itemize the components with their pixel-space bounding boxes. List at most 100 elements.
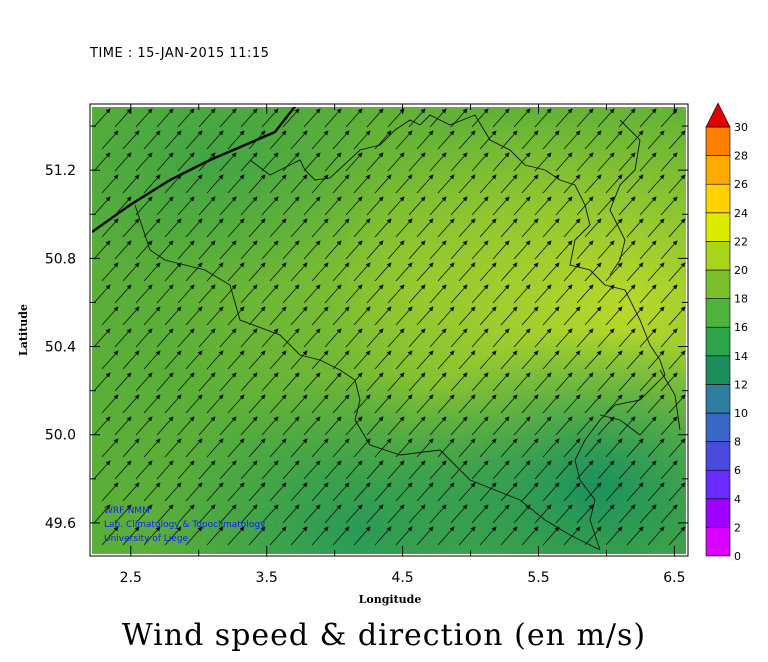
wind-arrow — [618, 328, 636, 348]
wind-arrow — [471, 196, 489, 216]
wind-arrow — [492, 196, 510, 216]
wind-arrow — [290, 526, 308, 546]
wind-arrow — [639, 152, 657, 172]
wind-arrow — [269, 526, 287, 546]
wind-arrow — [584, 438, 602, 458]
wind-arrow — [353, 438, 371, 458]
wind-arrow — [597, 504, 615, 524]
plot-frame — [89, 103, 689, 557]
wind-arrow — [248, 218, 266, 238]
wind-arrow — [542, 130, 560, 150]
wind-arrow — [513, 152, 531, 172]
wind-arrow — [639, 284, 657, 304]
wind-arrow — [219, 152, 237, 172]
colorbar-label: 26 — [734, 178, 748, 191]
wind-arrow — [240, 196, 258, 216]
wind-arrow — [660, 152, 678, 172]
wind-arrow — [597, 152, 615, 172]
wind-arrow — [93, 196, 111, 216]
wind-arrow — [324, 196, 342, 216]
wind-arrow — [584, 130, 602, 150]
colorbar-label: 0 — [734, 550, 741, 563]
wind-arrow — [500, 174, 518, 194]
wind-arrow — [374, 306, 392, 326]
wind-arrow — [513, 372, 531, 392]
wind-arrow — [164, 174, 182, 194]
wind-arrow — [324, 152, 342, 172]
wind-arrow — [450, 196, 468, 216]
wind-arrow — [597, 372, 615, 392]
figure-title: Wind speed & direction (en m/s) — [121, 618, 647, 653]
wind-arrow — [366, 196, 384, 216]
wind-arrow — [240, 328, 258, 348]
wind-arrow — [353, 482, 371, 502]
wind-arrow — [164, 350, 182, 370]
wind-arrow — [492, 328, 510, 348]
wind-arrow — [639, 460, 657, 480]
wind-arrow — [374, 526, 392, 546]
wind-arrow — [668, 174, 686, 194]
wind-arrow — [198, 284, 216, 304]
wind-arrow — [668, 438, 686, 458]
wind-arrow — [269, 350, 287, 370]
wind-arrow — [366, 240, 384, 260]
wind-arrow — [114, 196, 132, 216]
wind-arrow — [458, 350, 476, 370]
wind-arrow — [660, 196, 678, 216]
y-tick-label: 50.8 — [45, 251, 76, 267]
wind-arrow — [555, 460, 573, 480]
wind-arrow — [647, 394, 665, 414]
wind-arrow — [395, 218, 413, 238]
university-credit: University of Liege — [104, 534, 189, 544]
wind-arrow — [303, 372, 321, 392]
wind-arrow — [513, 504, 531, 524]
wind-arrow — [332, 394, 350, 414]
wind-arrow — [492, 416, 510, 436]
wind-arrow — [605, 482, 623, 502]
wind-arrow — [206, 174, 224, 194]
wind-arrow — [492, 240, 510, 260]
wind-arrow — [626, 218, 644, 238]
wind-arrow — [353, 306, 371, 326]
wind-arrow — [584, 526, 602, 546]
wind-arrow — [534, 284, 552, 304]
wind-arrow — [206, 438, 224, 458]
wind-arrow — [114, 152, 132, 172]
wind-arrow — [206, 482, 224, 502]
wind-arrow — [429, 416, 447, 436]
wind-arrow — [143, 218, 161, 238]
wind-arrow — [479, 130, 497, 150]
wind-arrow — [311, 306, 329, 326]
wind-arrow — [177, 240, 195, 260]
wind-arrow — [156, 372, 174, 392]
wind-arrow — [639, 196, 657, 216]
wind-arrow — [605, 174, 623, 194]
wind-arrow — [227, 130, 245, 150]
wind-arrow — [534, 196, 552, 216]
wind-arrow — [261, 372, 279, 392]
wind-arrow — [605, 350, 623, 370]
wind-arrow — [395, 262, 413, 282]
wind-arrow — [500, 130, 518, 150]
wind-arrow — [114, 108, 132, 128]
wind-arrow — [324, 284, 342, 304]
wind-arrow — [93, 460, 111, 480]
wind-arrow — [660, 372, 678, 392]
wind-arrow — [311, 526, 329, 546]
wind-arrow — [668, 350, 686, 370]
wind-arrow — [584, 394, 602, 414]
wind-arrow — [282, 504, 300, 524]
wind-arrow — [471, 284, 489, 304]
wind-arrow — [366, 108, 384, 128]
wind-arrow — [450, 416, 468, 436]
wind-arrow — [639, 240, 657, 260]
y-axis-title: Latitude — [17, 304, 30, 356]
wind-arrow — [353, 526, 371, 546]
wind-arrow — [269, 438, 287, 458]
wind-arrow — [261, 416, 279, 436]
wind-arrow — [626, 174, 644, 194]
wind-arrow — [597, 240, 615, 260]
wind-speed-field — [92, 107, 686, 554]
wind-arrow — [143, 262, 161, 282]
wind-arrow — [513, 240, 531, 260]
